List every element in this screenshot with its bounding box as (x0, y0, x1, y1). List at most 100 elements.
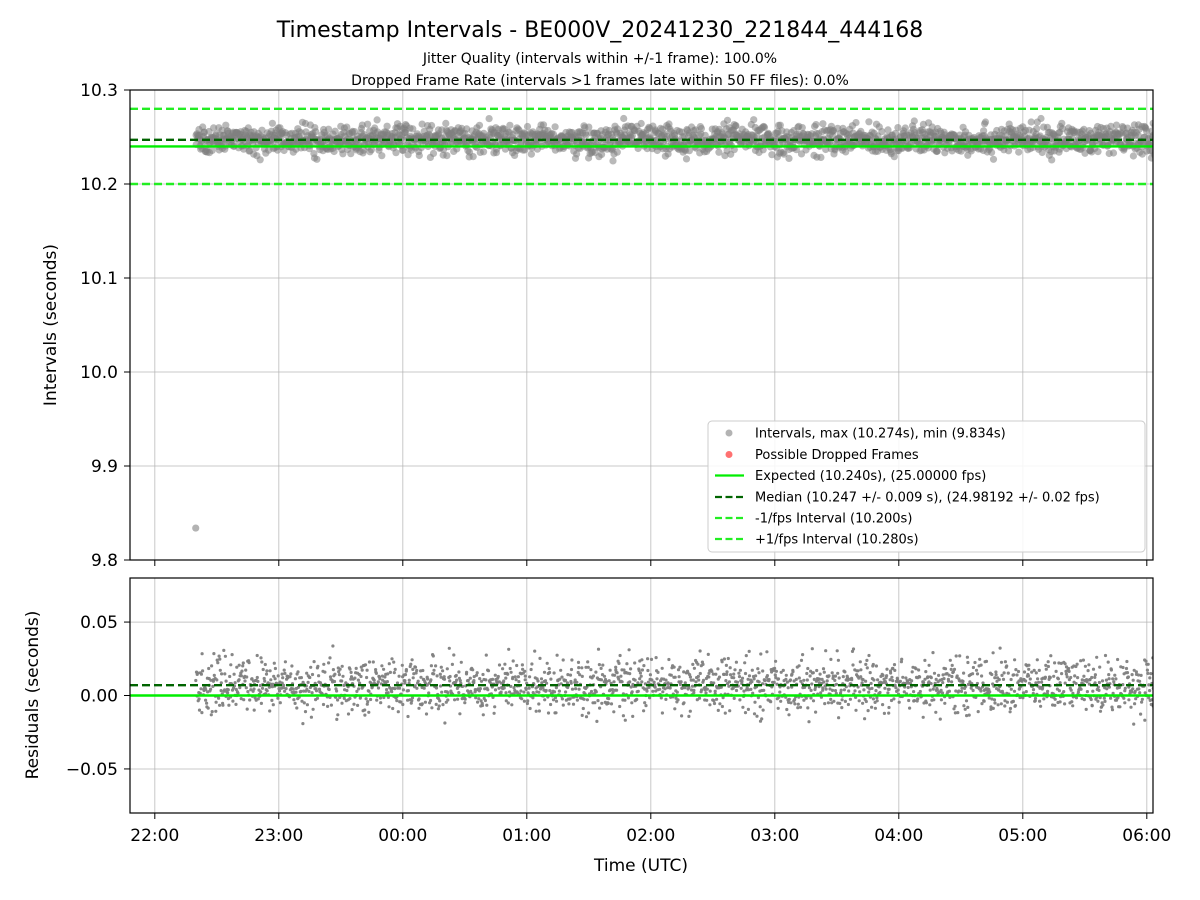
residual-point (642, 709, 646, 713)
residual-point (1013, 658, 1017, 662)
residual-point (1003, 704, 1007, 708)
residual-point (806, 666, 810, 671)
residual-point (628, 680, 632, 684)
residual-point (218, 657, 222, 661)
residual-point (577, 687, 581, 691)
residual-point (1121, 665, 1125, 670)
interval-point (817, 153, 825, 161)
residual-point (1098, 709, 1103, 713)
residual-point (668, 686, 672, 690)
interval-point (910, 117, 918, 125)
residual-point (1063, 702, 1067, 706)
residual-point (1180, 684, 1183, 687)
residual-point (1184, 688, 1187, 691)
residual-point (612, 710, 616, 714)
residual-point (697, 678, 701, 682)
interval-point (1033, 125, 1041, 133)
residual-point (606, 701, 610, 706)
residual-point (918, 675, 922, 679)
residual-point (475, 671, 479, 675)
residual-point (1150, 698, 1153, 702)
residual-point (376, 680, 380, 684)
residual-point (309, 665, 313, 669)
residual-point (406, 689, 410, 693)
residual-point (1138, 691, 1142, 695)
residual-point (1137, 687, 1141, 691)
residual-point (234, 702, 238, 707)
residual-point (546, 711, 551, 715)
residual-point (434, 664, 438, 668)
residual-point (569, 681, 573, 685)
residual-point (468, 676, 472, 680)
interval-point (1156, 129, 1163, 136)
residual-point (773, 673, 777, 677)
residual-point (700, 688, 704, 692)
residual-point (1163, 664, 1166, 667)
residual-point (576, 660, 581, 665)
residual-point (426, 677, 430, 681)
residual-point (924, 670, 928, 674)
residual-point (747, 649, 751, 654)
residual-point (387, 662, 391, 666)
residual-point (1074, 696, 1079, 700)
residual-point (891, 666, 895, 670)
interval-point (812, 121, 820, 129)
residual-point (786, 686, 790, 690)
residual-point (260, 660, 264, 664)
residual-point (1040, 680, 1044, 684)
interval-point (1190, 130, 1197, 137)
interval-point (760, 123, 769, 131)
interval-point (1172, 130, 1179, 137)
residual-point (327, 687, 331, 692)
residual-point (365, 668, 369, 672)
residual-point (963, 707, 967, 711)
interval-point (1165, 129, 1172, 136)
interval-point (1163, 116, 1170, 123)
residual-point (785, 680, 790, 684)
residual-point (333, 672, 337, 676)
interval-point (1174, 137, 1181, 144)
residual-point (530, 662, 534, 666)
residual-point (429, 698, 433, 703)
residual-point (414, 671, 418, 675)
residual-point (1093, 675, 1097, 680)
intervals-y-tick-label: 9.9 (91, 457, 118, 477)
residual-point (619, 674, 623, 678)
residual-point (1181, 707, 1184, 710)
residual-point (355, 689, 359, 694)
residual-point (1194, 682, 1197, 685)
residual-point (378, 696, 383, 700)
interval-point (523, 122, 532, 131)
residual-point (963, 691, 968, 695)
residual-point (1005, 664, 1009, 668)
residual-point (917, 668, 921, 672)
residual-point (513, 675, 517, 679)
interval-point (1142, 127, 1151, 135)
residual-point (439, 675, 443, 679)
residual-point (928, 688, 932, 692)
residual-point (850, 678, 854, 682)
residual-point (356, 678, 360, 682)
residual-point (1075, 662, 1079, 666)
residual-point (1182, 693, 1185, 696)
residual-point (474, 696, 478, 700)
interval-point (527, 150, 536, 158)
residual-point (868, 671, 872, 675)
residual-point (712, 699, 716, 703)
residual-point (1071, 704, 1075, 708)
residual-point (613, 673, 617, 677)
residual-point (1178, 674, 1181, 677)
residual-point (892, 663, 897, 667)
residual-point (667, 657, 671, 662)
residual-point (1002, 671, 1006, 675)
residual-point (776, 706, 780, 710)
residual-point (506, 672, 510, 676)
interval-point (1112, 121, 1121, 129)
residual-point (672, 665, 676, 669)
residual-point (644, 704, 648, 708)
residual-point (214, 700, 218, 704)
residual-point (1188, 678, 1191, 681)
interval-point (1168, 143, 1175, 150)
residual-point (676, 668, 681, 672)
residual-point (306, 680, 310, 685)
